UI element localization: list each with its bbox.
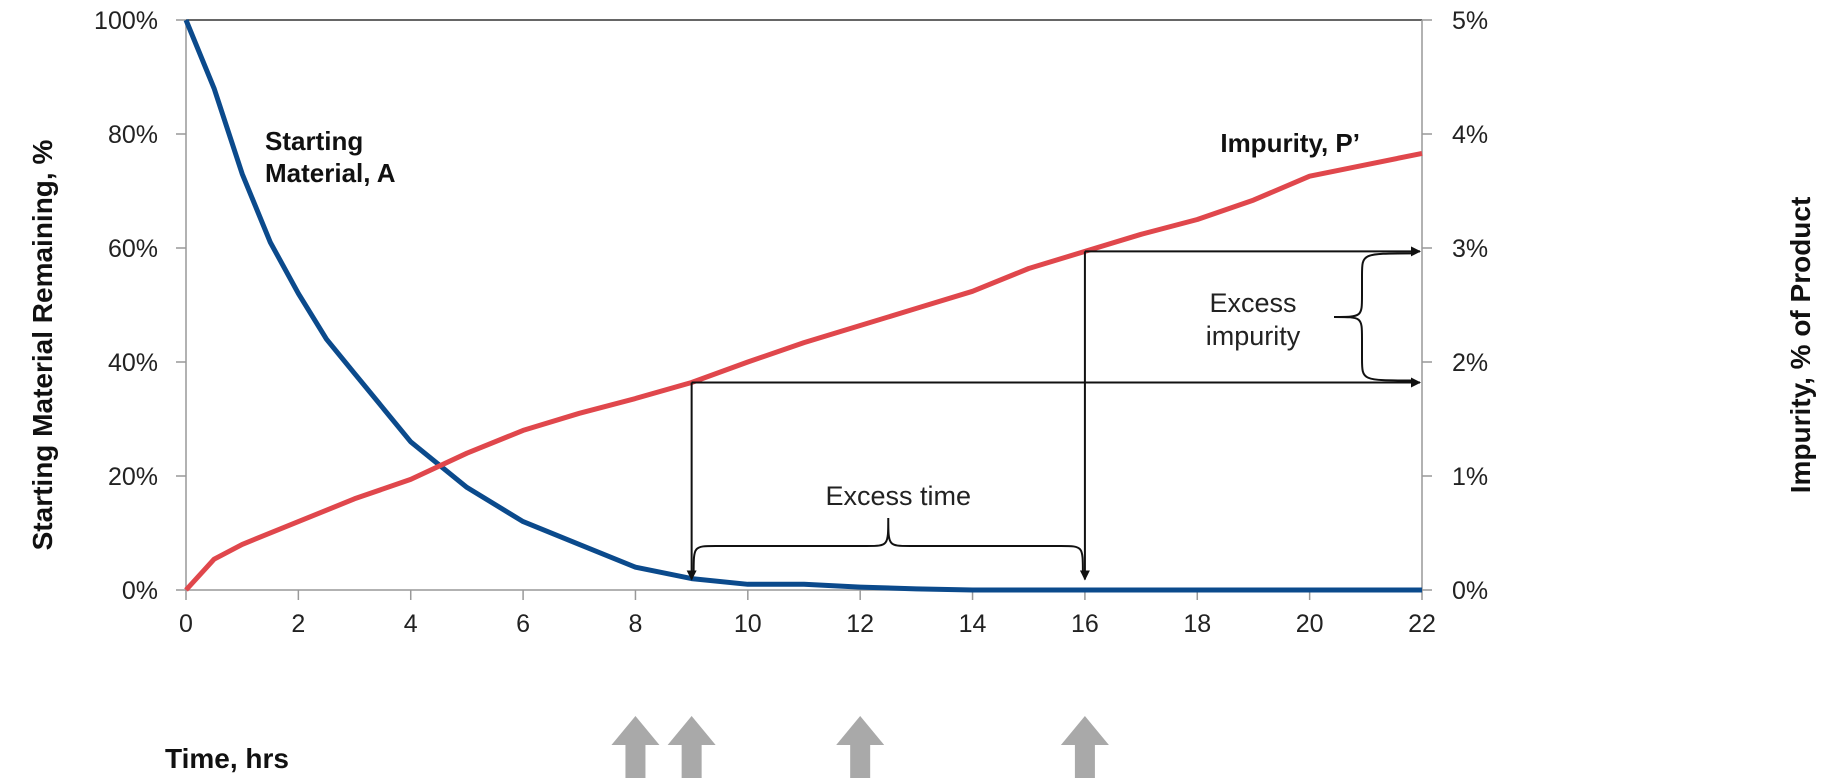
excess-impurity-label: impurity — [1206, 321, 1301, 351]
x-tick-label: 2 — [291, 610, 305, 638]
time-up-arrow-icon — [667, 716, 716, 778]
y-right-tick-label: 1% — [1452, 463, 1488, 491]
x-tick-label: 20 — [1296, 610, 1324, 638]
x-tick-label: 4 — [404, 610, 418, 638]
y-left-tick-label: 80% — [108, 121, 158, 149]
x-tick-label: 16 — [1071, 610, 1099, 638]
excess-time-label: Excess time — [825, 481, 971, 511]
series-label-starting-material: Material, A — [265, 158, 396, 188]
excess-impurity-label: Excess — [1209, 288, 1296, 318]
time-up-arrow-icon — [611, 716, 660, 778]
y-left-tick-label: 100% — [94, 7, 158, 35]
excess-time-brace — [692, 517, 1084, 574]
x-axis-title: Time, hrs — [165, 743, 289, 774]
y-right-tick-label: 0% — [1452, 577, 1488, 605]
left-axis-ticks: 0% 20% 40% 60% 80% 100% — [94, 7, 186, 605]
right-axis-ticks: 0% 1% 2% 3% 4% 5% — [1422, 7, 1488, 605]
y-right-tick-label: 3% — [1452, 235, 1488, 263]
y-left-tick-label: 20% — [108, 463, 158, 491]
series-label-impurity: Impurity, P’ — [1220, 128, 1360, 158]
x-tick-label: 12 — [846, 610, 874, 638]
x-axis-ticks: 0 2 4 6 8 10 12 14 16 18 20 22 — [179, 590, 1436, 638]
x-tick-label: 8 — [629, 610, 643, 638]
x-tick-label: 14 — [959, 610, 987, 638]
y-right-tick-label: 4% — [1452, 121, 1488, 149]
y-left-tick-label: 40% — [108, 349, 158, 377]
series-line-starting-material — [183, 19, 1422, 593]
series-label-starting-material: Starting — [265, 126, 363, 156]
x-tick-label: 22 — [1408, 610, 1436, 638]
x-tick-label: 6 — [516, 610, 530, 638]
time-up-arrow-icon — [1060, 716, 1109, 778]
time-marker-arrows — [611, 716, 1109, 778]
y-left-tick-label: 60% — [108, 235, 158, 263]
y-left-tick-label: 0% — [122, 577, 158, 605]
series-line-impurity — [184, 150, 1423, 592]
x-tick-label: 18 — [1183, 610, 1211, 638]
y-right-axis-title: Impurity, % of Product — [1785, 197, 1816, 494]
y-left-axis-title: Starting Material Remaining, % — [27, 140, 58, 551]
x-tick-label: 10 — [734, 610, 762, 638]
y-right-tick-label: 5% — [1452, 7, 1488, 35]
excess-impurity-brace — [1333, 252, 1413, 382]
x-tick-label: 0 — [179, 610, 193, 638]
y-right-tick-label: 2% — [1452, 349, 1488, 377]
time-up-arrow-icon — [836, 716, 885, 778]
